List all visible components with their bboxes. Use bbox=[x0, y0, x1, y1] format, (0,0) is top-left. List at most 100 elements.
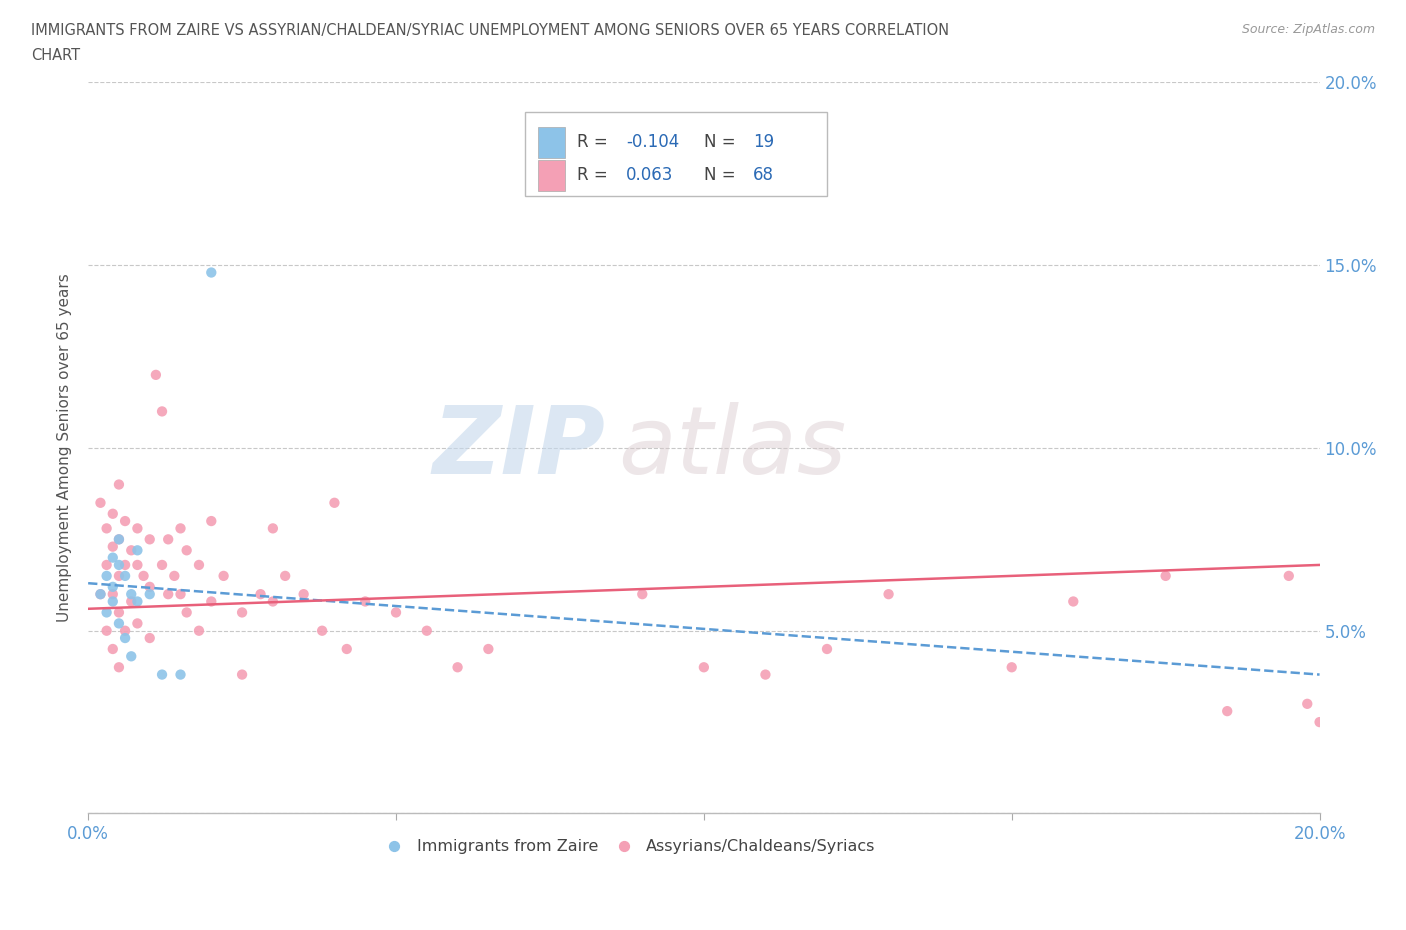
Point bbox=[262, 521, 284, 536]
Point bbox=[157, 587, 180, 602]
Point bbox=[323, 496, 346, 511]
Point bbox=[446, 659, 468, 674]
Point bbox=[212, 568, 235, 583]
FancyBboxPatch shape bbox=[537, 160, 565, 191]
Point bbox=[1278, 568, 1301, 583]
Point bbox=[262, 594, 284, 609]
Point bbox=[108, 605, 131, 620]
Point bbox=[249, 587, 271, 602]
Legend: Immigrants from Zaire, Assyrians/Chaldeans/Syriacs: Immigrants from Zaire, Assyrians/Chaldea… bbox=[378, 832, 882, 860]
Text: -0.104: -0.104 bbox=[626, 133, 679, 152]
Point bbox=[114, 568, 136, 583]
Point bbox=[120, 649, 142, 664]
Point bbox=[231, 605, 253, 620]
Point bbox=[101, 551, 124, 565]
Point bbox=[138, 532, 160, 547]
Point bbox=[89, 587, 111, 602]
Point bbox=[200, 594, 222, 609]
Point bbox=[336, 642, 359, 657]
Point bbox=[176, 543, 198, 558]
Point bbox=[101, 594, 124, 609]
Point bbox=[127, 557, 149, 572]
Point bbox=[96, 557, 118, 572]
Point bbox=[101, 642, 124, 657]
Point bbox=[96, 521, 118, 536]
Point bbox=[138, 631, 160, 645]
Point bbox=[127, 521, 149, 536]
Point bbox=[169, 587, 191, 602]
Point bbox=[176, 605, 198, 620]
Point bbox=[138, 587, 160, 602]
Point bbox=[815, 642, 838, 657]
Text: Source: ZipAtlas.com: Source: ZipAtlas.com bbox=[1241, 23, 1375, 36]
Point bbox=[416, 623, 439, 638]
Point bbox=[108, 659, 131, 674]
Point bbox=[385, 605, 408, 620]
Point bbox=[292, 587, 315, 602]
Point bbox=[311, 623, 333, 638]
Point bbox=[150, 404, 173, 418]
Text: ZIP: ZIP bbox=[433, 402, 606, 494]
Point bbox=[127, 543, 149, 558]
Point bbox=[114, 557, 136, 572]
Point bbox=[169, 521, 191, 536]
Point bbox=[200, 513, 222, 528]
Point bbox=[169, 667, 191, 682]
Point bbox=[1001, 659, 1024, 674]
Y-axis label: Unemployment Among Seniors over 65 years: Unemployment Among Seniors over 65 years bbox=[58, 273, 72, 622]
Point bbox=[163, 568, 186, 583]
Point bbox=[1216, 704, 1239, 719]
Point bbox=[101, 579, 124, 594]
Point bbox=[127, 594, 149, 609]
Point bbox=[477, 642, 499, 657]
Point bbox=[200, 265, 222, 280]
Point bbox=[89, 587, 111, 602]
Text: 68: 68 bbox=[754, 166, 775, 184]
Point bbox=[188, 623, 211, 638]
Point bbox=[108, 477, 131, 492]
Point bbox=[1154, 568, 1177, 583]
Point bbox=[120, 543, 142, 558]
Text: IMMIGRANTS FROM ZAIRE VS ASSYRIAN/CHALDEAN/SYRIAC UNEMPLOYMENT AMONG SENIORS OVE: IMMIGRANTS FROM ZAIRE VS ASSYRIAN/CHALDE… bbox=[31, 23, 949, 38]
Point bbox=[120, 594, 142, 609]
Point bbox=[132, 568, 155, 583]
Point bbox=[1062, 594, 1084, 609]
Point bbox=[754, 667, 776, 682]
Point bbox=[108, 532, 131, 547]
Point bbox=[354, 594, 377, 609]
Point bbox=[120, 587, 142, 602]
Point bbox=[274, 568, 297, 583]
Point bbox=[138, 579, 160, 594]
Point bbox=[108, 568, 131, 583]
Text: 0.063: 0.063 bbox=[626, 166, 673, 184]
Point bbox=[114, 623, 136, 638]
Point bbox=[1296, 697, 1319, 711]
Point bbox=[108, 616, 131, 631]
FancyBboxPatch shape bbox=[537, 127, 565, 158]
Text: R =: R = bbox=[576, 166, 613, 184]
Point bbox=[96, 568, 118, 583]
Point bbox=[114, 513, 136, 528]
Point bbox=[150, 667, 173, 682]
Text: 19: 19 bbox=[754, 133, 775, 152]
Point bbox=[145, 367, 167, 382]
Point bbox=[96, 605, 118, 620]
Text: atlas: atlas bbox=[617, 403, 846, 494]
Point bbox=[108, 532, 131, 547]
Point bbox=[127, 616, 149, 631]
Point bbox=[89, 496, 111, 511]
Point bbox=[231, 667, 253, 682]
Point bbox=[1309, 714, 1331, 729]
Point bbox=[631, 587, 654, 602]
Text: CHART: CHART bbox=[31, 48, 80, 63]
Point bbox=[157, 532, 180, 547]
Point bbox=[96, 623, 118, 638]
Point bbox=[108, 557, 131, 572]
Text: N =: N = bbox=[704, 133, 741, 152]
Point bbox=[693, 659, 716, 674]
Point bbox=[150, 557, 173, 572]
Point bbox=[114, 631, 136, 645]
Point bbox=[877, 587, 900, 602]
Point bbox=[188, 557, 211, 572]
Text: R =: R = bbox=[576, 133, 613, 152]
